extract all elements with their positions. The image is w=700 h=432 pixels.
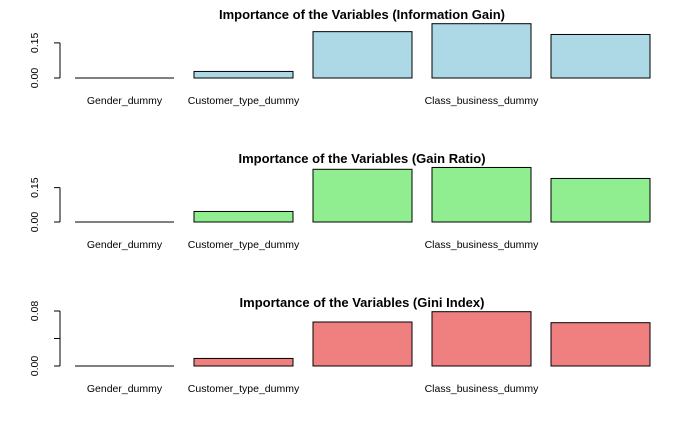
bar-4 [431,166,532,223]
bar-5 [550,322,651,367]
chart-panel-2: Importance of the Variables (Gain Ratio)… [29,151,651,251]
category-label: Gender_dummy [87,239,163,251]
category-label: Class_business_dummy [425,239,540,251]
bar-3 [312,321,413,367]
y-tick-label: 0.15 [29,33,41,54]
y-tick-label: 0.00 [29,68,41,89]
bar-3 [312,168,413,223]
y-tick-label: 0.00 [29,212,41,233]
y-tick-label: 0.00 [29,356,41,377]
bar-5 [550,33,651,79]
bar-4 [431,23,532,79]
chart-title: Importance of the Variables (Gain Ratio) [238,151,485,166]
category-label: Class_business_dummy [425,95,540,107]
category-label: Gender_dummy [87,383,163,395]
y-tick-label: 0.08 [29,301,41,322]
chart-panels: Importance of the Variables (Information… [29,7,651,395]
bar-3 [312,31,413,79]
bar-4 [431,311,532,367]
category-label: Gender_dummy [87,95,163,107]
bar-2 [193,210,294,223]
chart-title: Importance of the Variables (Gini Index) [240,295,485,310]
category-label: Customer_type_dummy [188,239,300,251]
category-label: Customer_type_dummy [188,383,300,395]
chart-panel-3: Importance of the Variables (Gini Index)… [29,295,651,395]
category-label: Customer_type_dummy [188,95,300,107]
chart-title: Importance of the Variables (Information… [219,7,505,22]
chart-panel-1: Importance of the Variables (Information… [29,7,651,107]
bar-5 [550,177,651,223]
category-label: Class_business_dummy [425,383,540,395]
bar-2 [193,70,294,79]
bar-2 [193,357,294,367]
y-tick-label: 0.15 [29,177,41,198]
